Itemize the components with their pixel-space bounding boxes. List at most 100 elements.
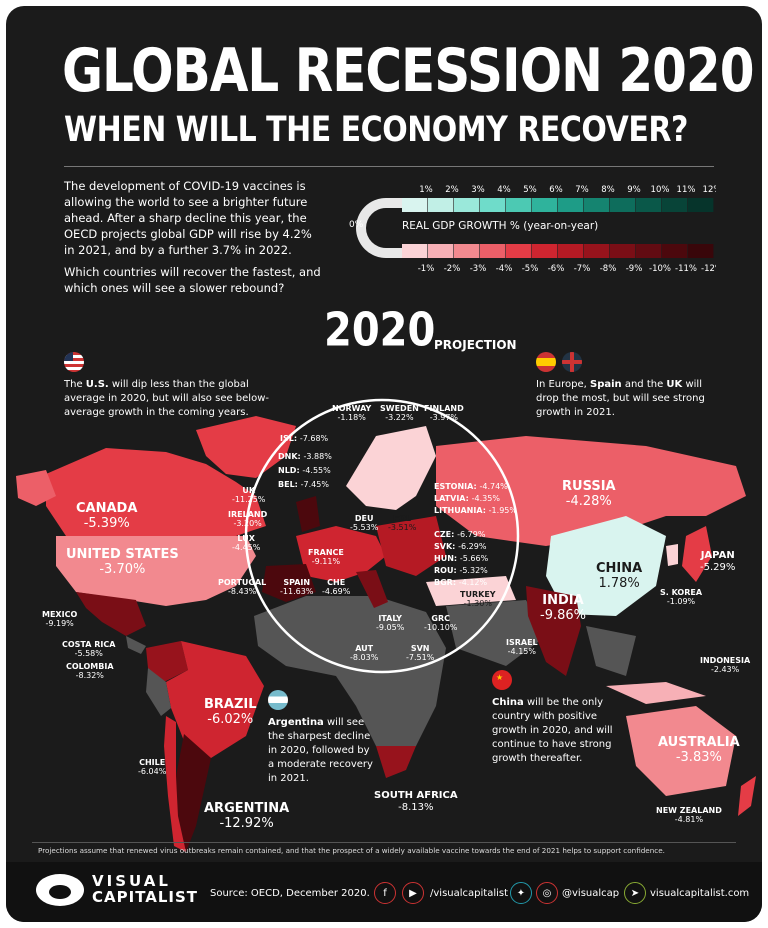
legend-pos-swatch xyxy=(610,198,636,212)
legend-pos-swatch xyxy=(584,198,610,212)
label-nld: NLD: -4.55% xyxy=(278,466,331,475)
legend-neg-tick: -8% xyxy=(600,264,617,274)
mexico-shape xyxy=(76,592,146,636)
legend-neg-tick: -6% xyxy=(548,264,565,274)
legend-pos-tick: 10% xyxy=(651,185,670,195)
label-indonesia: INDONESIA -2.43% xyxy=(700,656,751,675)
legend-neg-swatch xyxy=(584,244,610,258)
legend-neg-swatch xyxy=(558,244,584,258)
label-italy: ITALY -9.05% xyxy=(376,614,405,633)
legend-neg-swatch xyxy=(532,244,558,258)
instagram-icon[interactable]: ◎ xyxy=(536,882,558,904)
argentina-note: Argentina will see the sharpest decline … xyxy=(268,716,378,786)
label-new-zealand: NEW ZEALAND -4.81% xyxy=(656,806,722,825)
website-link[interactable]: visualcapitalist.com xyxy=(650,888,750,899)
legend-pos-tick: 4% xyxy=(497,185,511,195)
canada-shape xyxy=(46,448,266,538)
legend-neg-swatch xyxy=(688,244,714,258)
legend-bracket xyxy=(356,198,402,258)
divider xyxy=(64,166,714,167)
africa-shape xyxy=(254,596,446,766)
china-note-bold: China xyxy=(492,697,524,708)
legend-pos-swatch xyxy=(428,198,454,212)
korea-shape xyxy=(666,544,678,566)
legend-neg-tick: -2% xyxy=(444,264,461,274)
logo-icon xyxy=(34,872,86,908)
brand-line2: CAPITALIST xyxy=(92,888,199,906)
label-latvia: LATVIA: -4.35% xyxy=(434,494,500,503)
legend-neg-tick: -5% xyxy=(522,264,539,274)
greenland xyxy=(196,416,296,478)
legend-neg-swatch xyxy=(636,244,662,258)
iberia-shape xyxy=(262,564,316,602)
russia-shape xyxy=(436,436,746,546)
label-india: INDIA -9.86% xyxy=(540,593,586,623)
legend-neg-swatch xyxy=(428,244,454,258)
label-aut: AUT -8.03% xyxy=(350,644,379,663)
facebook-icon[interactable]: f xyxy=(374,882,396,904)
label-cze: CZE: -6.79% xyxy=(434,530,486,539)
page-subtitle: WHEN WILL THE ECONOMY RECOVER? xyxy=(64,110,688,151)
legend-title: REAL GDP GROWTH % (year-on-year) xyxy=(402,220,599,232)
colombia-shape xyxy=(146,641,188,682)
label-mexico: MEXICO -9.19% xyxy=(42,610,78,629)
label-france: FRANCE -9.11% xyxy=(308,548,344,567)
legend-neg-tick: -3% xyxy=(470,264,487,274)
label-chile: CHILE -6.04% xyxy=(138,758,167,777)
handle-visualcapitalist[interactable]: /visualcapitalist xyxy=(430,888,509,899)
legend-neg-tick: -1% xyxy=(418,264,435,274)
indonesia-shape xyxy=(606,682,706,704)
legend-neg-swatch xyxy=(454,244,480,258)
brand-line1: VISUAL xyxy=(92,872,171,890)
label-lithuania: LITHUANIA: -1.95% xyxy=(434,506,517,515)
label-portugal: PORTUGAL -8.43% xyxy=(218,578,267,597)
legend-pos-swatch xyxy=(662,198,688,212)
label-spain: SPAIN -11.63% xyxy=(280,578,314,597)
cursor-icon[interactable]: ➤ xyxy=(624,882,646,904)
peru-shape xyxy=(146,668,171,716)
us-note-pre: The xyxy=(64,379,86,390)
europe-note-mid: and the xyxy=(621,379,667,390)
youtube-icon[interactable]: ▶ xyxy=(402,882,424,904)
legend-pos-tick: 9% xyxy=(627,185,641,195)
legend-neg-tick: -10% xyxy=(649,264,671,274)
label-canada: CANADA -5.39% xyxy=(76,501,138,531)
label-finland: FINLAND -3.97% xyxy=(424,404,464,423)
legend-pos-tick: 8% xyxy=(601,185,615,195)
twitter-icon[interactable]: ✦ xyxy=(510,882,532,904)
label-hun: HUN: -5.66% xyxy=(434,554,489,563)
legend-pos-tick: 5% xyxy=(523,185,537,195)
footer-disclaimer: Projections assume that renewed virus ou… xyxy=(38,846,665,855)
label-svk: SVK: -6.29% xyxy=(434,542,487,551)
western-europe-shape xyxy=(296,526,386,582)
label-s-korea: S. KOREA -1.09% xyxy=(660,588,703,607)
label-che: CHE -4.69% xyxy=(322,578,351,597)
label-turkey: TURKEY -1.30% xyxy=(460,590,496,609)
label-south-africa: SOUTH AFRICA -8.13% xyxy=(374,790,458,813)
legend-neg-swatch xyxy=(662,244,688,258)
legend-zero-label: 0% xyxy=(349,220,364,230)
us-note: The U.S. will dip less than the global a… xyxy=(64,378,274,420)
europe-note: In Europe, Spain and the UK will drop th… xyxy=(536,378,716,420)
china-flag-icon: ★ xyxy=(492,670,512,690)
legend-pos-tick: 6% xyxy=(549,185,563,195)
handle-visualcap[interactable]: @visualcap xyxy=(562,888,620,899)
south-africa-shape xyxy=(376,746,416,778)
label-argentina: ARGENTINA -12.92% xyxy=(204,801,290,831)
scandinavia-shape xyxy=(346,426,436,510)
legend-pos-swatch xyxy=(402,198,428,212)
label-lux: LUX -4.45% xyxy=(232,534,261,553)
label-colombia: COLOMBIA -8.32% xyxy=(66,662,114,681)
legend-neg-tick: -9% xyxy=(626,264,643,274)
label-deu: DEU -5.53% xyxy=(350,514,379,533)
legend-svg: 1% 2% 3% 4% 5% 6% 7% 8% 9% 10% 11% 12% -1% -2% -3% -4%… xyxy=(356,185,723,274)
legend-neg-swatch xyxy=(506,244,532,258)
label-bel: BEL: -7.45% xyxy=(278,480,329,489)
legend-pos-tick: 12% xyxy=(703,185,716,195)
central-america-shape xyxy=(126,636,146,654)
legend-neg-tick: -12% xyxy=(701,264,716,274)
europe-note-b2: UK xyxy=(666,379,683,390)
uk-shape xyxy=(296,496,320,532)
label-bgr: BGR: -4.12% xyxy=(434,578,488,587)
legend-pos-tick: 11% xyxy=(677,185,696,195)
